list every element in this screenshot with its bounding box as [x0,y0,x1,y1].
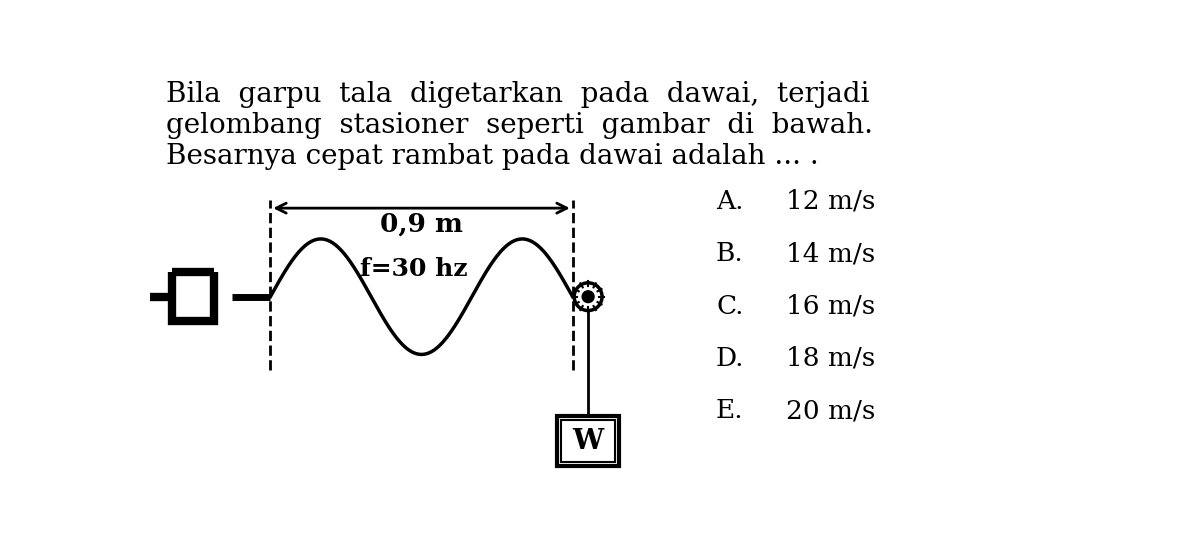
Text: f=30 hz: f=30 hz [359,258,468,281]
Text: E.: E. [716,398,744,423]
Text: A.: A. [716,189,744,214]
Text: B.: B. [716,241,744,266]
Text: 12 m/s: 12 m/s [786,189,875,214]
Circle shape [575,283,602,311]
Text: 0,9 m: 0,9 m [380,212,463,237]
Bar [561,420,615,462]
Text: 16 m/s: 16 m/s [786,294,875,319]
Text: D.: D. [716,346,744,371]
Text: 18 m/s: 18 m/s [786,346,875,371]
Text: Bila  garpu  tala  digetarkan  pada  dawai,  terjadi: Bila garpu tala digetarkan pada dawai, t… [166,81,869,108]
Bar [557,416,619,466]
Text: C.: C. [716,294,744,319]
Text: 20 m/s: 20 m/s [786,398,875,423]
Circle shape [583,291,594,302]
Text: Besarnya cepat rambat pada dawai adalah ... .: Besarnya cepat rambat pada dawai adalah … [166,143,819,170]
Text: 14 m/s: 14 m/s [786,241,875,266]
Text: gelombang  stasioner  seperti  gambar  di  bawah.: gelombang stasioner seperti gambar di ba… [166,112,873,139]
Text: W: W [572,427,603,454]
